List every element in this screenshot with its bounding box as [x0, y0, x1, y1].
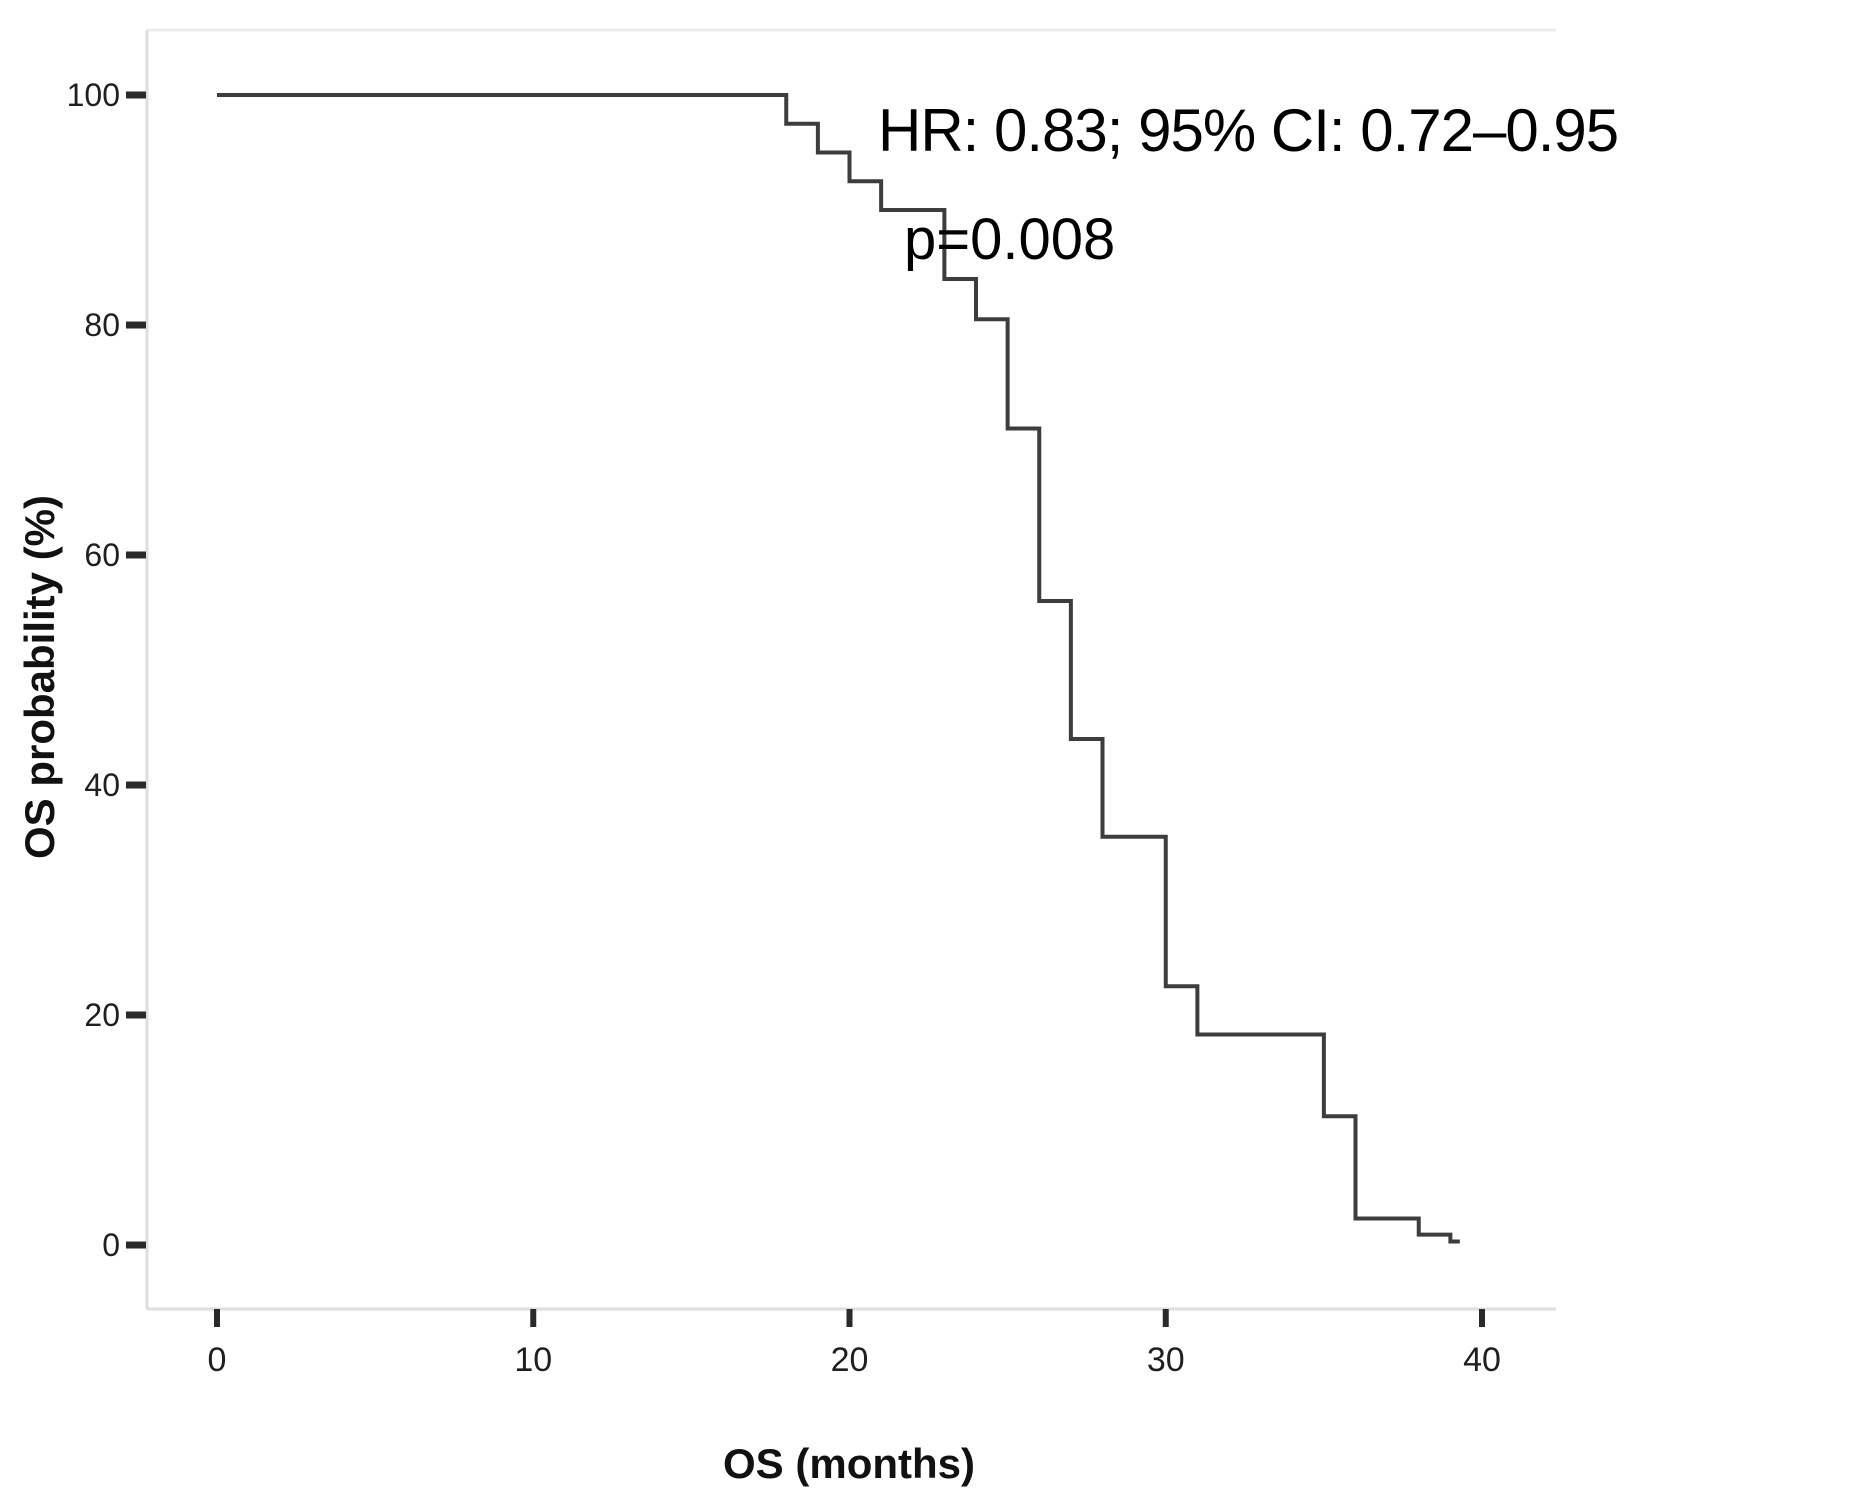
x-tick-label: 30	[1147, 1341, 1185, 1379]
y-tick-label: 20	[84, 997, 120, 1033]
p-value-annotation: p=0.008	[904, 207, 1116, 272]
y-tick-label: 40	[84, 767, 120, 803]
survival-curve	[217, 93, 1460, 1244]
x-tick-label: 20	[831, 1341, 869, 1379]
x-tick-label: 10	[514, 1341, 552, 1379]
y-tick-label: 80	[84, 307, 120, 343]
y-tick-label: 60	[84, 537, 120, 573]
x-tick-label: 40	[1463, 1341, 1501, 1379]
hr-ci-annotation: HR: 0.83; 95% CI: 0.72–0.95	[878, 97, 1619, 164]
x-axis-title: OS (months)	[723, 1440, 975, 1487]
x-tick-label: 0	[208, 1341, 227, 1379]
y-tick-label: 0	[102, 1227, 120, 1263]
y-tick-label: 100	[67, 77, 120, 113]
y-axis-title: OS probability (%)	[16, 494, 63, 860]
